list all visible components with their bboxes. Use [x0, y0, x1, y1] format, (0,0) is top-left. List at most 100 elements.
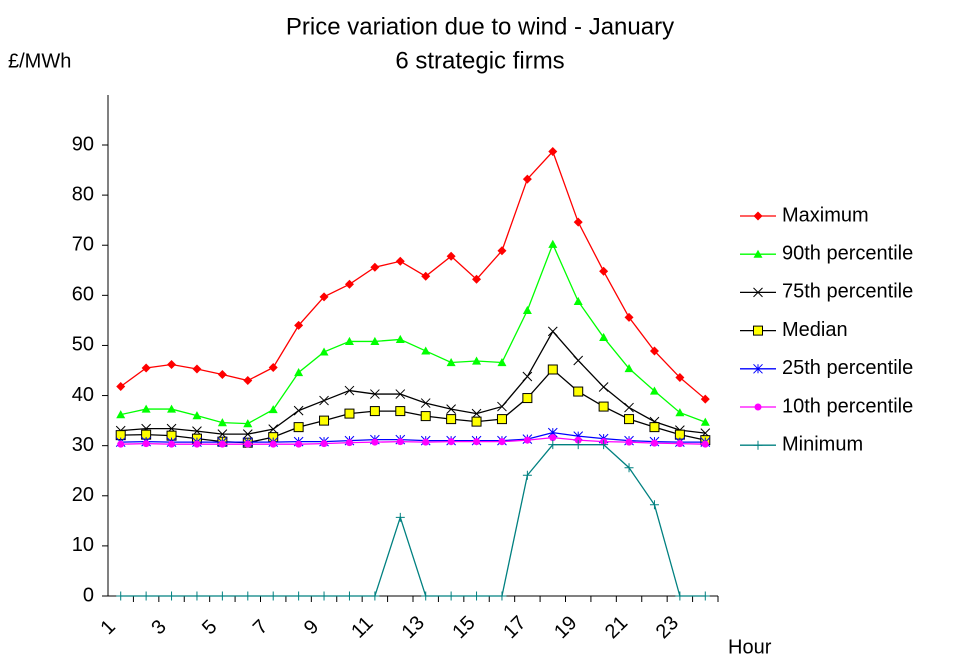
data-point — [421, 346, 431, 355]
data-point — [395, 334, 405, 344]
data-point — [294, 368, 304, 377]
data-point — [141, 591, 151, 601]
x-tick-label: 15 — [448, 612, 479, 643]
y-tick-label: 90 — [72, 133, 94, 155]
legend-label: 90th percentile — [782, 242, 913, 264]
data-point — [496, 414, 507, 425]
data-point — [319, 347, 329, 356]
data-point — [675, 408, 685, 417]
data-point — [319, 591, 329, 601]
x-tick-label: 5 — [198, 616, 221, 639]
legend-marker — [753, 325, 763, 336]
data-point — [294, 320, 304, 330]
data-point — [268, 405, 278, 414]
data-point — [497, 357, 507, 367]
data-point — [624, 363, 634, 373]
y-axis-label: £/MWh — [8, 50, 71, 72]
data-point — [268, 591, 278, 601]
series-line — [120, 368, 706, 444]
data-point — [471, 416, 482, 427]
legend-marker — [753, 249, 763, 258]
data-point — [573, 296, 583, 305]
chart-title: Price variation due to wind - January — [286, 13, 674, 40]
chart-subtitle: 6 strategic firms — [395, 47, 564, 74]
data-point — [422, 438, 430, 446]
data-point — [192, 364, 202, 374]
data-point — [599, 266, 609, 276]
data-point — [395, 406, 406, 417]
data-point — [573, 386, 584, 397]
data-point — [522, 393, 533, 404]
data-point — [371, 438, 379, 446]
y-tick-label: 20 — [72, 484, 94, 506]
data-point — [320, 440, 328, 448]
data-point — [370, 262, 380, 272]
data-point — [395, 512, 405, 522]
data-point — [574, 436, 582, 444]
data-point — [268, 362, 278, 372]
data-point — [142, 440, 150, 448]
series-line — [120, 242, 706, 425]
data-point — [624, 463, 634, 473]
legend-label: Minimum — [782, 433, 863, 455]
data-point — [548, 147, 558, 157]
data-point — [269, 440, 277, 448]
data-point — [522, 174, 532, 184]
series-line — [120, 150, 706, 400]
data-point — [420, 398, 431, 408]
y-tick-label: 80 — [72, 183, 94, 205]
x-tick-label: 3 — [147, 616, 170, 639]
legend-label: 75th percentile — [782, 281, 913, 303]
data-point — [473, 438, 481, 446]
x-tick-label: 1 — [96, 616, 119, 639]
y-tick-label: 70 — [72, 234, 94, 256]
data-point — [497, 591, 507, 601]
data-point — [141, 363, 151, 373]
data-point — [472, 274, 482, 284]
data-point — [599, 440, 609, 450]
data-point — [471, 408, 482, 419]
data-point — [573, 355, 584, 366]
data-point — [369, 406, 380, 417]
data-point — [242, 429, 253, 439]
data-point — [344, 385, 355, 396]
data-point — [395, 256, 405, 266]
legend-marker — [753, 287, 763, 298]
legend-marker — [753, 211, 763, 221]
data-point — [294, 591, 304, 601]
data-point — [675, 373, 685, 383]
data-point — [344, 279, 354, 289]
x-tick-label: 21 — [601, 612, 632, 643]
data-point — [218, 440, 226, 448]
data-point — [396, 438, 404, 446]
data-point — [370, 591, 380, 601]
data-point — [268, 424, 279, 434]
data-point — [447, 438, 455, 446]
data-point — [167, 359, 177, 369]
data-point — [522, 470, 532, 480]
data-point — [549, 434, 557, 442]
data-point — [700, 591, 710, 601]
data-point — [573, 440, 583, 450]
data-point — [446, 404, 456, 414]
series-line — [120, 431, 706, 443]
data-point — [548, 239, 558, 248]
data-point — [167, 404, 177, 413]
data-point — [345, 439, 353, 447]
data-point — [116, 591, 126, 601]
data-point — [395, 389, 406, 399]
data-point — [421, 591, 431, 601]
x-axis-label: Hour — [728, 636, 772, 658]
data-point — [624, 402, 634, 413]
data-point — [497, 401, 507, 412]
legend-marker — [753, 440, 763, 450]
legend-label: Maximum — [782, 204, 869, 226]
data-point — [675, 591, 685, 601]
data-point — [370, 389, 380, 399]
data-point — [624, 414, 635, 425]
series-line — [120, 436, 706, 445]
legend-label: Median — [782, 319, 848, 341]
data-point — [192, 591, 202, 601]
data-point — [370, 336, 380, 346]
data-point — [116, 410, 126, 419]
